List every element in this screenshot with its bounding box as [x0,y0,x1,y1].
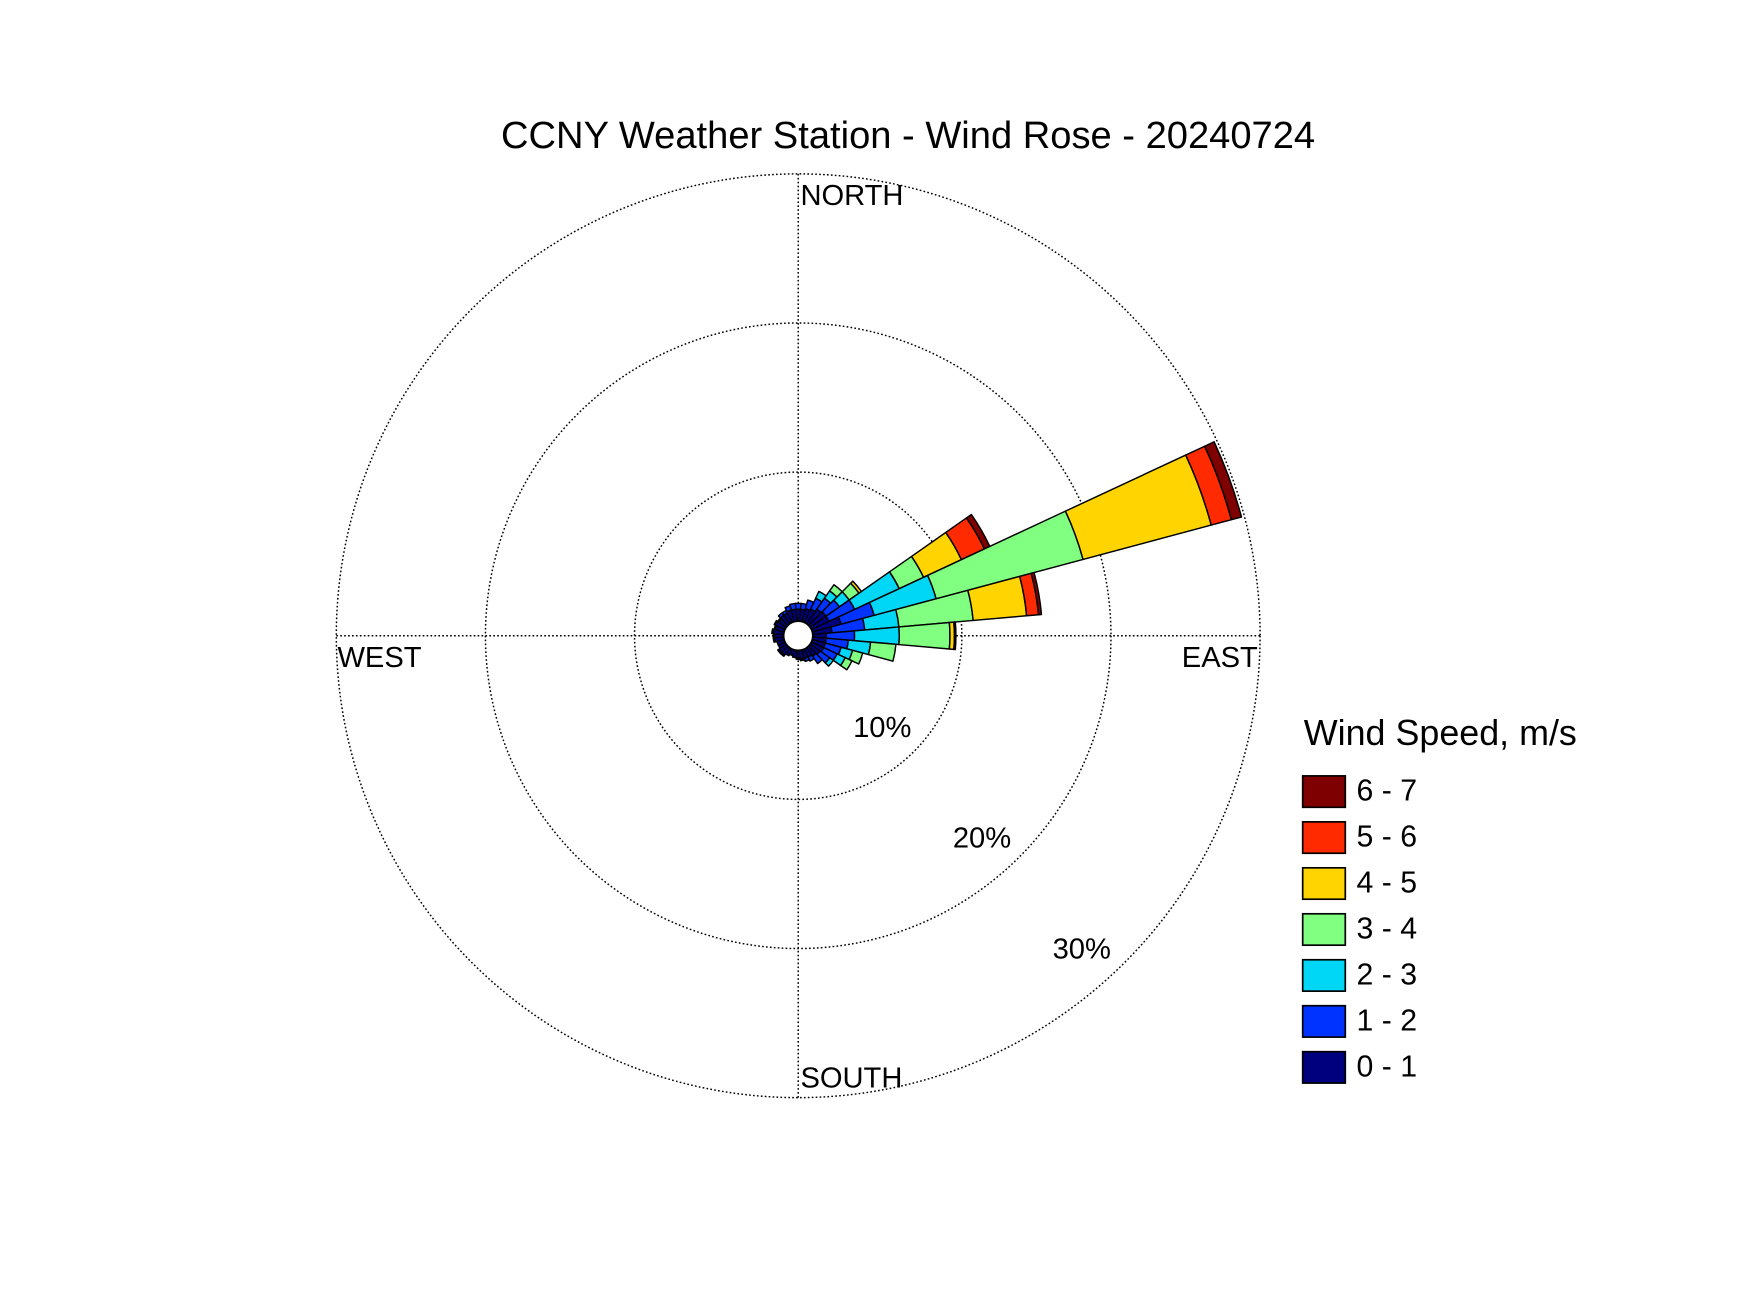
legend-swatch [1301,1004,1347,1038]
legend-label: 0 - 1 [1357,1050,1418,1083]
legend-label: 4 - 5 [1357,867,1418,900]
wedge [898,621,951,650]
r-tick-label: 20% [953,823,1011,855]
legend-label: 1 - 2 [1357,1005,1418,1038]
center-hole [782,620,814,652]
grid-ring [484,322,1112,950]
wedge [773,619,779,626]
legend-label: 2 - 3 [1357,959,1418,992]
legend-swatch [1301,1050,1347,1084]
grid-ring [335,173,1261,1099]
wedge [1030,571,1043,616]
legend-swatch [1301,775,1347,809]
chart-title: CCNY Weather Station - Wind Rose - 20240… [501,115,1315,157]
legend-swatch [1301,958,1347,992]
wedge [776,648,783,655]
wedge [771,628,775,635]
direction-label: NORTH [800,180,903,212]
wedge [789,602,797,611]
direction-label: EAST [1182,642,1258,674]
legend-swatch [1301,866,1347,901]
direction-label: WEST [337,642,421,674]
r-tick-label: 10% [853,712,911,744]
legend-label: 6 - 7 [1357,775,1418,808]
wedge [795,656,801,661]
wedges [771,441,1243,671]
wedge [799,657,806,662]
r-tick-label: 30% [1053,933,1111,965]
legend-label: 5 - 6 [1357,821,1418,854]
wedge [953,621,957,651]
direction-label: SOUTH [800,1062,902,1094]
grid-ring [633,471,963,801]
wedge [867,641,897,662]
legend-title: Wind Speed, m/s [1304,713,1577,753]
wedge [803,656,811,663]
legend-label: 3 - 4 [1357,913,1418,946]
wedge [1203,441,1243,521]
grid [335,173,1261,1099]
wedge [839,656,853,671]
legend: 0 - 1 1 - 2 2 - 3 3 - 4 4 - 5 5 - 6 6 - 7 [1301,775,1418,1084]
legend-swatch [1301,821,1347,855]
wedge [811,652,823,665]
legend-swatch [1301,912,1347,947]
